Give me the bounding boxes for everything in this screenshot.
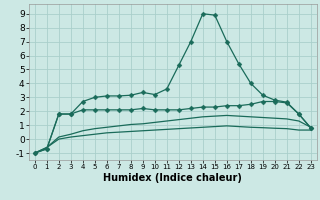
X-axis label: Humidex (Indice chaleur): Humidex (Indice chaleur) bbox=[103, 173, 242, 183]
